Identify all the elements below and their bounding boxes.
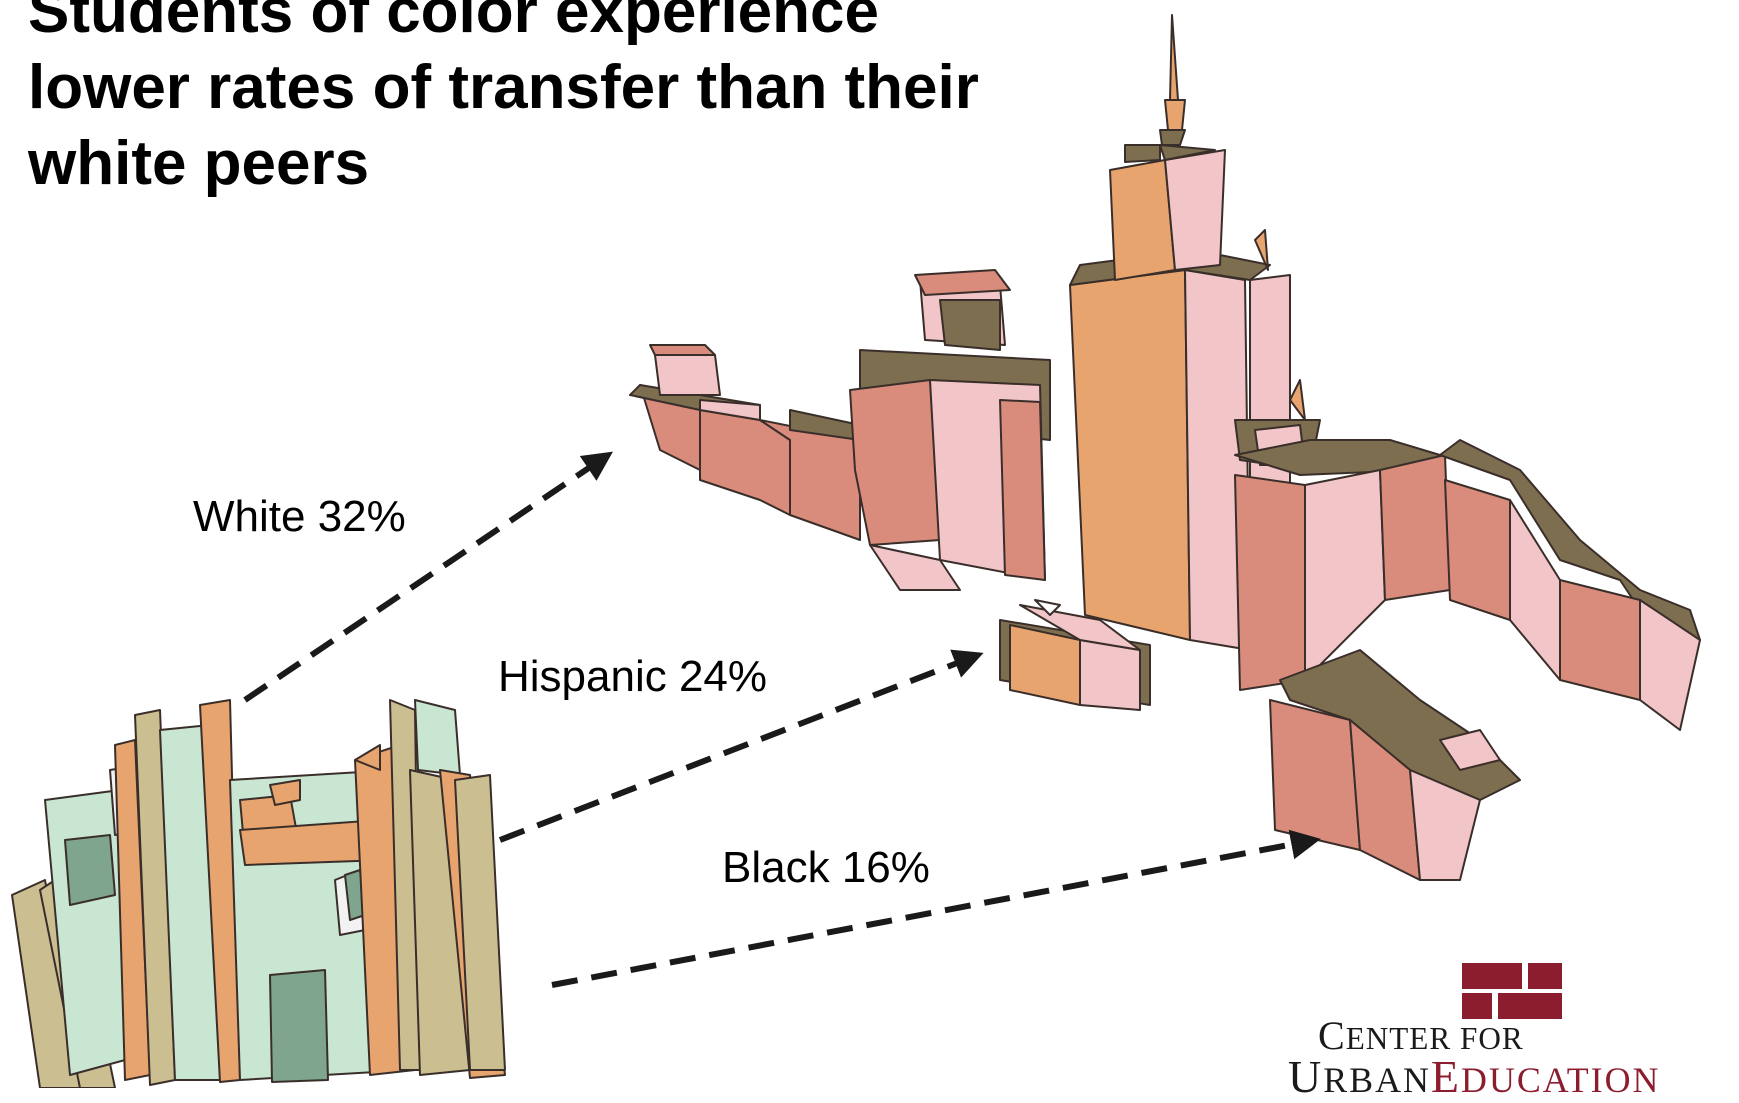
- logo-u: U: [1288, 1051, 1324, 1102]
- logo-c: C: [1318, 1013, 1346, 1058]
- logo-enter: ENTER: [1345, 1021, 1452, 1056]
- logo-text-urban-education: URBANEDUCATION: [1288, 1050, 1660, 1103]
- university-building-icon: [629, 14, 1701, 881]
- arrow-black: [551, 829, 1321, 988]
- logo-text-center-for: CENTER FOR: [1318, 1012, 1524, 1059]
- logo-rban: RBAN: [1323, 1060, 1431, 1100]
- arrow-white: [243, 451, 613, 703]
- label-hispanic: Hispanic 24%: [498, 652, 768, 701]
- cue-logo-icon: [1462, 963, 1562, 1019]
- label-white: White 32%: [193, 492, 406, 541]
- logo-e: E: [1430, 1051, 1462, 1102]
- logo-for: FOR: [1451, 1021, 1524, 1056]
- arrow-hispanic: [498, 649, 984, 843]
- title-line-2: lower rates of transfer than their: [28, 53, 979, 122]
- logo-ducation: DUCATION: [1461, 1060, 1661, 1100]
- slide-title: Students of color experience lower rates…: [28, 0, 1048, 202]
- dashed-arrow-icon: [243, 451, 1321, 988]
- community-college-building-icon: [11, 699, 506, 1088]
- title-line-1: Students of color experience: [28, 0, 879, 46]
- title-line-3: white peers: [28, 129, 370, 198]
- label-black: Black 16%: [722, 843, 930, 892]
